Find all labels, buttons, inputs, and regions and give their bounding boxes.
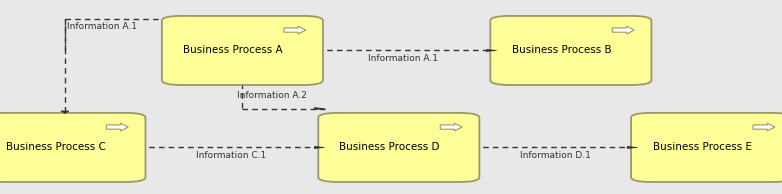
Polygon shape (314, 108, 325, 110)
FancyBboxPatch shape (318, 113, 479, 182)
Text: Information A.2: Information A.2 (237, 91, 307, 100)
Polygon shape (627, 146, 637, 148)
Text: Business Process D: Business Process D (339, 142, 439, 152)
Polygon shape (314, 146, 325, 148)
Text: Information A.1: Information A.1 (66, 22, 137, 31)
Text: Business Process C: Business Process C (5, 142, 106, 152)
Polygon shape (612, 26, 634, 34)
Polygon shape (284, 26, 306, 34)
FancyBboxPatch shape (490, 16, 651, 85)
Polygon shape (61, 111, 69, 113)
Text: Information D.1: Information D.1 (520, 151, 590, 160)
Polygon shape (486, 49, 497, 51)
FancyBboxPatch shape (0, 113, 145, 182)
Text: Information C.1: Information C.1 (196, 151, 266, 160)
Polygon shape (440, 123, 462, 131)
Text: Business Process A: Business Process A (183, 45, 283, 55)
FancyBboxPatch shape (631, 113, 782, 182)
Text: Business Process E: Business Process E (653, 142, 752, 152)
Polygon shape (753, 123, 775, 131)
Text: Business Process B: Business Process B (511, 45, 612, 55)
FancyBboxPatch shape (162, 16, 323, 85)
Polygon shape (106, 123, 128, 131)
Text: Information A.1: Information A.1 (368, 54, 438, 63)
